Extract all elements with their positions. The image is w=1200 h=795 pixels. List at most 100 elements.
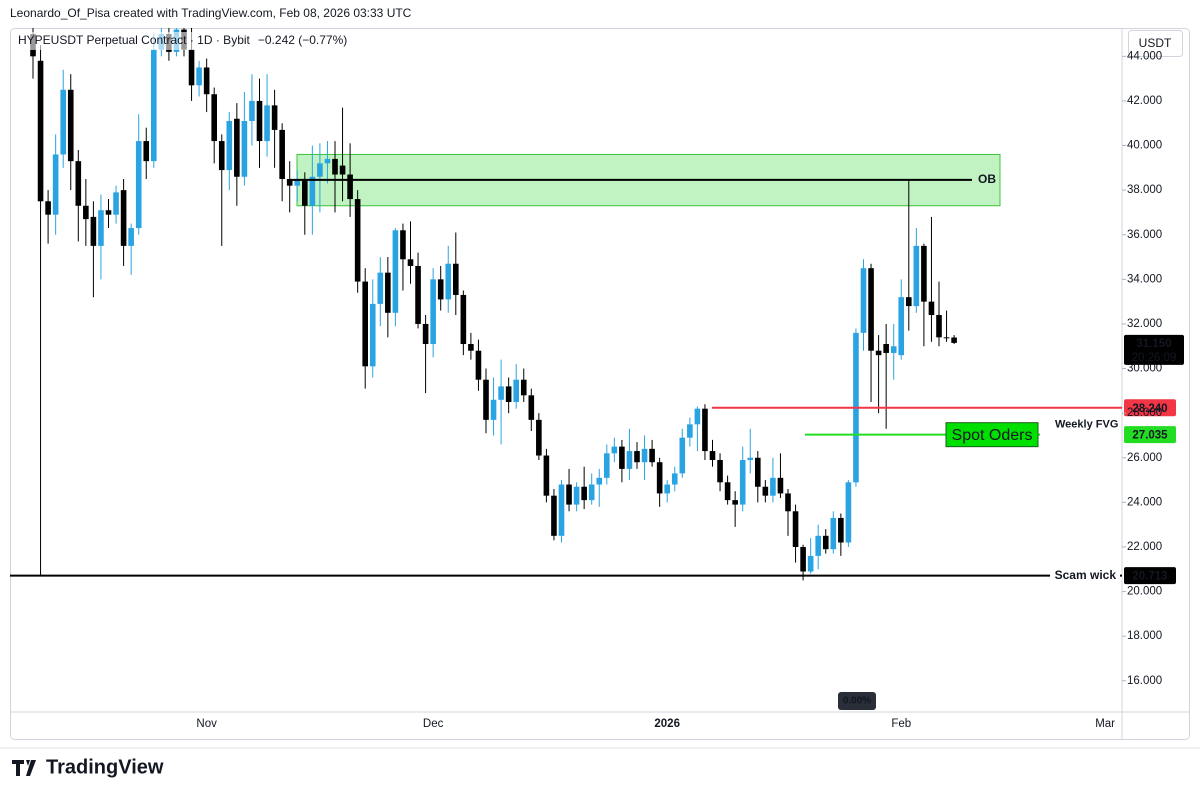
candle-body — [453, 263, 459, 295]
candle-body — [581, 486, 587, 501]
candle-body — [528, 395, 535, 420]
candle-body — [921, 245, 927, 302]
candle-body — [354, 199, 361, 282]
candle-body — [143, 141, 150, 162]
candle-body — [196, 67, 202, 86]
candle-body — [641, 448, 648, 463]
candle-body — [483, 379, 489, 420]
candle-body — [906, 297, 912, 307]
candle-body — [558, 484, 565, 536]
candle-body — [649, 448, 655, 463]
candle-body — [113, 192, 119, 215]
y-tick-label: 22.000 — [1127, 541, 1162, 553]
candle-body — [120, 190, 127, 246]
candle-body — [755, 457, 761, 487]
candle-body — [67, 89, 74, 162]
currency-button[interactable] — [1128, 30, 1183, 57]
candle-body — [188, 49, 195, 86]
candle-body — [151, 49, 157, 162]
candle-body — [241, 120, 248, 177]
price-badge-label: 20.713 — [1132, 571, 1167, 583]
candle-body — [45, 201, 51, 215]
candle-body — [687, 424, 693, 438]
candle-body — [385, 272, 391, 313]
candle-body — [883, 344, 889, 353]
price-badge — [1124, 399, 1176, 417]
y-tick-label: 44.000 — [1127, 50, 1162, 62]
brand-logo: TradingView — [12, 756, 164, 778]
candle-body — [762, 486, 769, 496]
candle-body — [415, 265, 421, 324]
candle-body — [490, 399, 497, 420]
candle-body — [634, 451, 640, 463]
candle-body — [860, 268, 867, 333]
candle-body — [913, 245, 920, 307]
candle-body — [770, 477, 776, 496]
candle-body — [694, 408, 701, 425]
x-tick-label: Nov — [196, 718, 217, 730]
x-tick-label: 2026 — [654, 718, 680, 730]
candle-body — [407, 259, 414, 266]
spot-label: Spot Oders — [952, 427, 1033, 444]
candle-body — [898, 297, 905, 356]
candle-body — [135, 141, 142, 229]
candle-body — [951, 337, 957, 343]
y-tick-label: 18.000 — [1127, 630, 1162, 642]
candle-body — [203, 67, 210, 95]
candle-body — [777, 477, 784, 494]
candle-body — [800, 546, 806, 572]
fvg-label: Weekly FVG — [1055, 419, 1118, 431]
candle-body — [369, 303, 376, 367]
y-tick-label: 16.000 — [1127, 675, 1162, 687]
candle-body — [279, 129, 285, 179]
candle-body — [520, 379, 527, 396]
candle-body — [105, 210, 112, 215]
candle-body — [430, 279, 436, 345]
candle-body — [332, 158, 338, 175]
y-tick-label: 40.000 — [1127, 140, 1162, 152]
candle-body — [52, 154, 59, 215]
candle-body — [536, 419, 542, 456]
candle-body — [37, 60, 44, 202]
candle-body — [709, 451, 716, 460]
plot-area — [30, 28, 1001, 581]
candle-body — [98, 210, 104, 246]
price-badge-label: 27.035 — [1132, 430, 1168, 442]
y-tick-label: 36.000 — [1127, 229, 1162, 241]
ob-label: OB — [978, 172, 996, 186]
candle-body — [218, 141, 225, 171]
brand-name: TradingView — [46, 756, 164, 778]
candle-body — [611, 446, 618, 454]
candle-body — [392, 230, 399, 313]
price-badge — [1124, 426, 1176, 444]
candle-body — [505, 386, 512, 403]
candle-body — [664, 484, 670, 494]
candle-body — [90, 216, 97, 246]
candle-body — [943, 337, 950, 339]
candle-body — [551, 495, 557, 536]
candle-body — [294, 178, 301, 186]
candle-body — [619, 446, 625, 469]
candle-body — [732, 500, 738, 505]
price-badge — [1124, 567, 1176, 585]
candle-body — [838, 517, 844, 543]
candle-body — [317, 163, 323, 177]
candle-body — [807, 555, 814, 572]
currency[interactable]: USDT — [1139, 36, 1172, 50]
candle-body — [656, 462, 663, 494]
y-tick-label: 20.000 — [1127, 586, 1162, 598]
candle-body — [830, 517, 837, 550]
candle-body — [702, 408, 708, 452]
y-tick-label: 30.000 — [1127, 363, 1162, 375]
y-tick-label: 38.000 — [1127, 184, 1162, 196]
candle-body — [83, 205, 89, 220]
candle-body — [868, 268, 874, 351]
candle-body — [513, 379, 519, 403]
x-tick-label: Mar — [1095, 718, 1115, 730]
candle-body — [724, 482, 731, 501]
scam-bg — [1050, 567, 1120, 584]
symbol-change: −0.242 (−0.77%) — [258, 33, 347, 47]
candle-body — [422, 323, 429, 345]
candle-body — [271, 105, 278, 130]
